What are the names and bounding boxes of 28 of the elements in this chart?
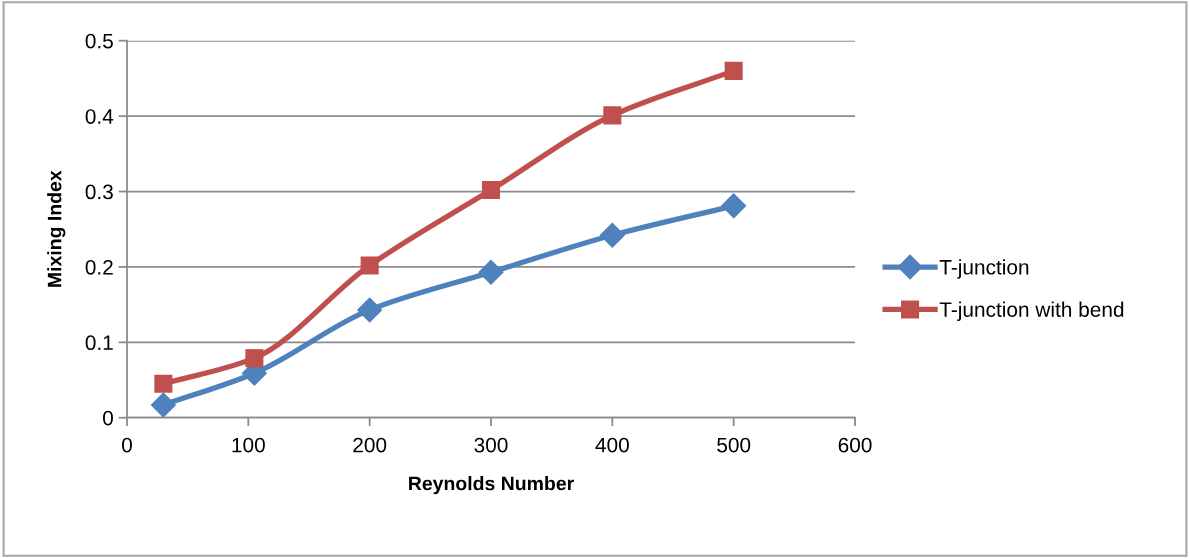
x-tick-label: 300 (474, 437, 508, 453)
y-tick-label: 0.2 (85, 259, 113, 275)
y-tick-label: 0.1 (85, 335, 113, 351)
point (478, 259, 504, 285)
y-tick-label: 0.5 (85, 33, 113, 49)
point (721, 193, 747, 219)
x-axis-title: Reynolds Number (409, 476, 574, 495)
legend-label: T-junction with bend (939, 301, 1124, 322)
point (154, 374, 173, 393)
x-tick-label: 500 (717, 437, 751, 453)
point (245, 349, 264, 368)
x-tick-label: 200 (353, 437, 387, 453)
x-tick-label: 100 (232, 437, 265, 453)
point (150, 392, 176, 418)
point (603, 106, 622, 125)
point (724, 61, 743, 80)
y-tick-label: 0.3 (85, 184, 113, 200)
legend-label: T-junction (939, 259, 1029, 279)
point (360, 256, 379, 275)
x-tick-label: 400 (595, 437, 629, 453)
y-tick-label: 0.4 (85, 109, 114, 124)
point (481, 180, 501, 200)
y-axis-title: Mixing Index (47, 170, 66, 287)
x-tick-label: 0 (121, 437, 132, 453)
point (357, 297, 383, 323)
x-tick-label: 600 (838, 437, 872, 453)
point (599, 222, 625, 248)
y-tick-label: 0 (103, 410, 113, 426)
